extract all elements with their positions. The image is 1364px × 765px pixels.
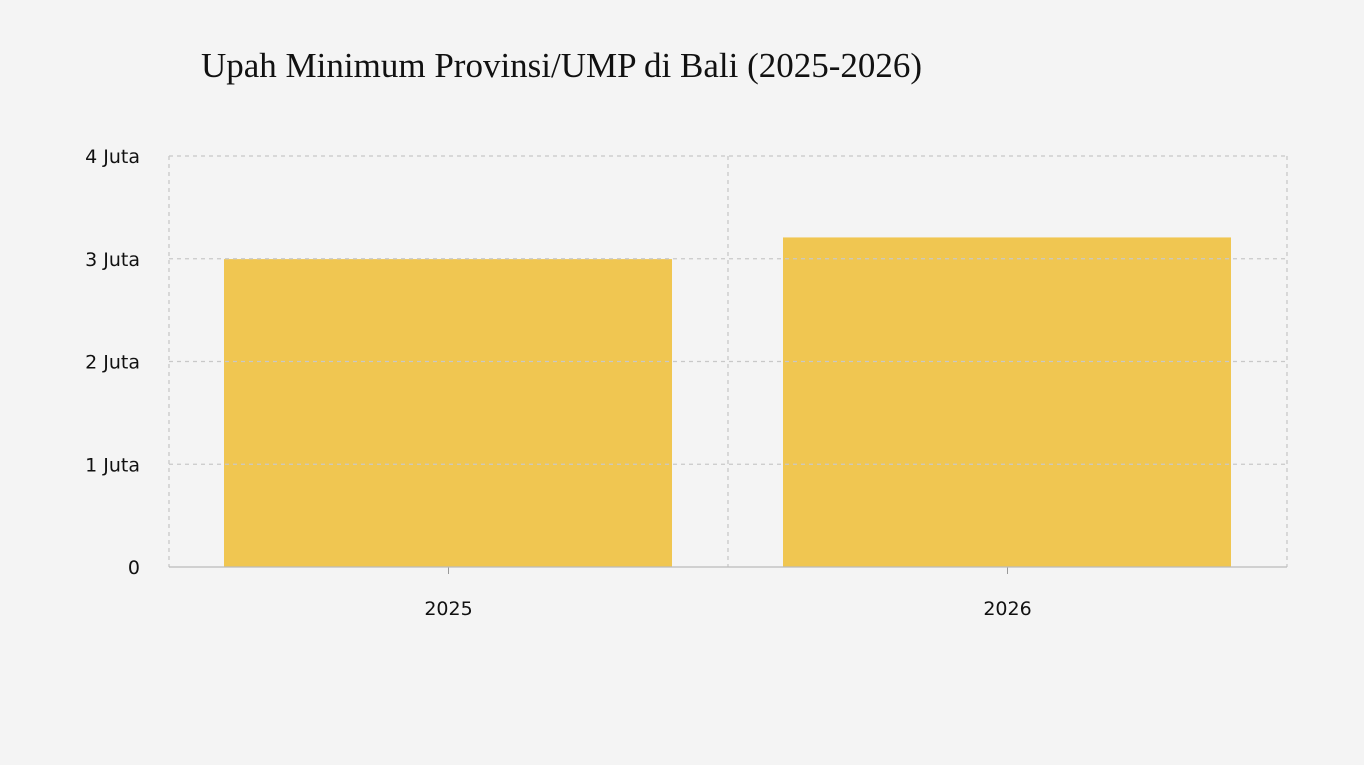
y-tick-label: 2 Juta [85, 352, 140, 374]
x-tick-label: 2026 [983, 598, 1031, 620]
y-tick-label: 1 Juta [85, 454, 140, 476]
bar-2026 [783, 237, 1231, 567]
y-tick-label: 3 Juta [85, 249, 140, 271]
chart-title: Upah Minimum Provinsi/UMP di Bali (2025-… [201, 46, 923, 85]
bar-2025 [224, 259, 672, 567]
y-tick-label: 4 Juta [85, 146, 140, 168]
x-tick-label: 2025 [424, 598, 472, 620]
y-tick-label: 0 [128, 557, 140, 579]
